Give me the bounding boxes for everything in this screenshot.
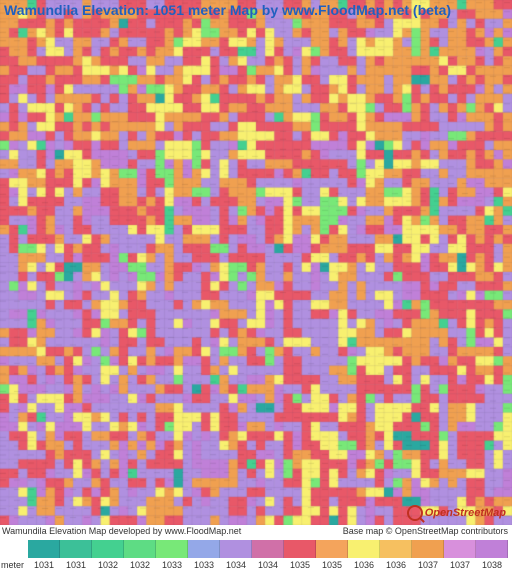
legend: meter 1031103110321032103310331034103410… <box>0 540 512 582</box>
legend-label: 1035 <box>316 560 348 570</box>
page-title: Wamundila Elevation: 1051 meter Map by w… <box>4 2 451 18</box>
legend-swatch <box>348 540 380 558</box>
legend-swatch <box>380 540 412 558</box>
legend-swatch <box>444 540 476 558</box>
legend-swatch <box>28 540 60 558</box>
legend-label: 1036 <box>348 560 380 570</box>
credit-right: Base map © OpenStreetMap contributors <box>343 526 508 536</box>
legend-label: 1036 <box>380 560 412 570</box>
legend-label: 1032 <box>124 560 156 570</box>
legend-swatch <box>284 540 316 558</box>
legend-swatch <box>412 540 444 558</box>
legend-swatch <box>60 540 92 558</box>
legend-label: 1034 <box>252 560 284 570</box>
elevation-map <box>0 0 512 525</box>
legend-label: 1032 <box>92 560 124 570</box>
legend-label: 1038 <box>476 560 508 570</box>
legend-label: 1037 <box>412 560 444 570</box>
legend-label: 1031 <box>28 560 60 570</box>
legend-swatch <box>252 540 284 558</box>
legend-swatch <box>476 540 508 558</box>
legend-swatch <box>220 540 252 558</box>
legend-unit: meter <box>1 560 24 570</box>
osm-label: OpenStreetMap <box>425 507 506 519</box>
credit-left: Wamundila Elevation Map developed by www… <box>2 526 241 536</box>
osm-logo: OpenStreetMap <box>407 505 506 521</box>
legend-label: 1033 <box>188 560 220 570</box>
legend-swatch <box>156 540 188 558</box>
legend-swatch <box>92 540 124 558</box>
legend-label: 1031 <box>60 560 92 570</box>
legend-swatch <box>316 540 348 558</box>
legend-swatch <box>124 540 156 558</box>
legend-label: 1034 <box>220 560 252 570</box>
legend-label: 1035 <box>284 560 316 570</box>
legend-label: 1037 <box>444 560 476 570</box>
magnifier-icon <box>407 505 423 521</box>
legend-label: 1033 <box>156 560 188 570</box>
legend-swatch <box>188 540 220 558</box>
